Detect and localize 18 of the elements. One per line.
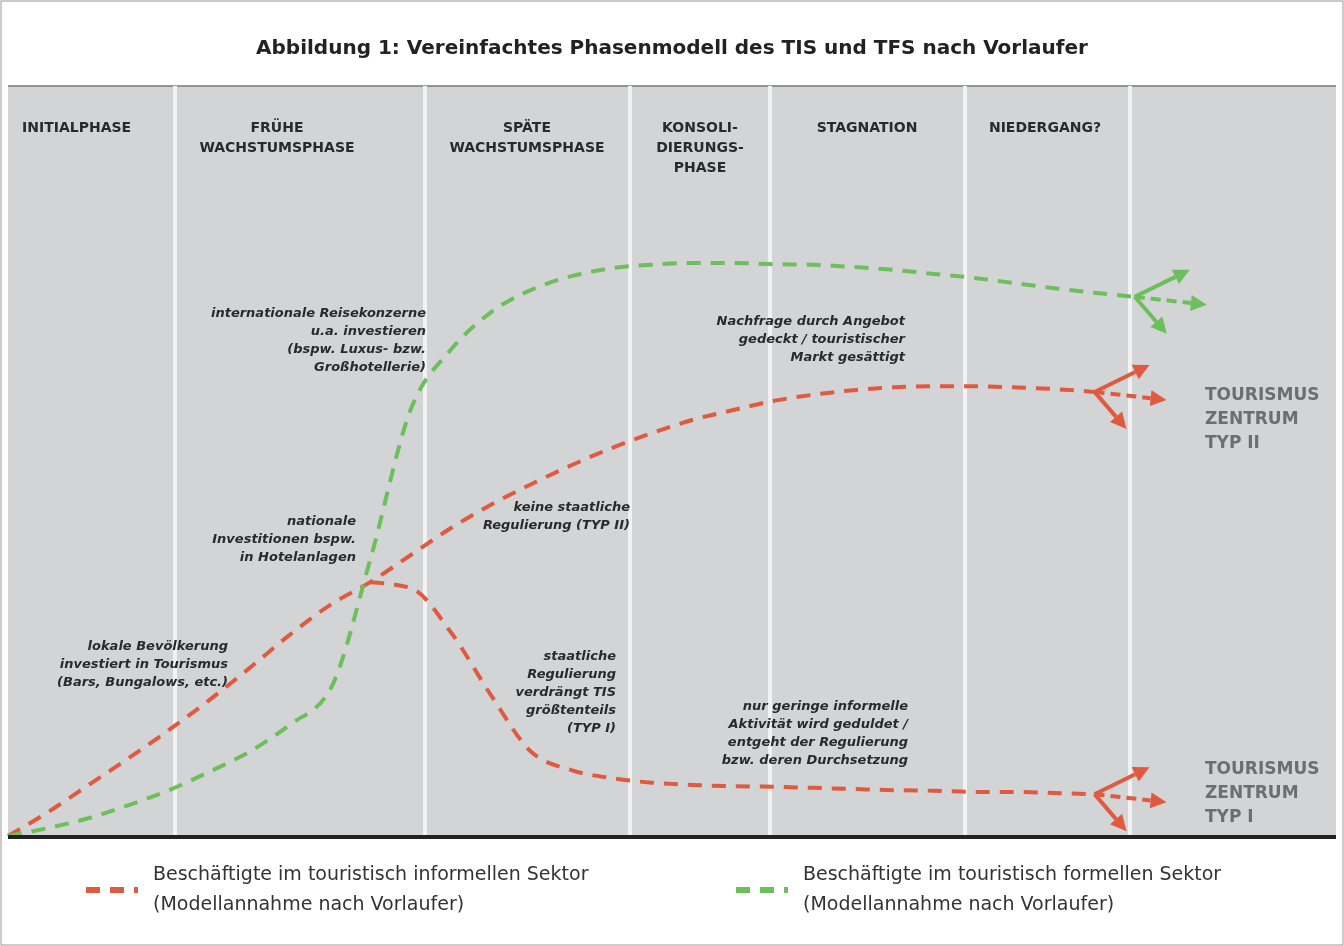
legend-label: Beschäftigte im touristisch informellen Sektor (Modellannahme nach Vorlaufer) (153, 862, 595, 914)
annotation: TOURISMUS ZENTRUM TYP II (1205, 384, 1320, 452)
text: SPÄTE WACHSTUMSPHASE (449, 119, 605, 155)
annotation: internationale Reisekonzerne u.a. investieren (bspw. Luxus- bzw. Großhotellerie) (210, 305, 427, 374)
text: INITIALPHASE (22, 119, 132, 135)
annotation: nationale Investitionen bspw. in Hotelanlagen (212, 513, 357, 564)
chart-title: Abbildung 1: Vereinfachtes Phasenmodell des TIS und TFS nach Vorlaufer (256, 35, 1089, 59)
text: STAGNATION (816, 119, 918, 135)
text: FRÜHE WACHSTUMSPHASE (199, 118, 355, 155)
annotation: keine staatliche Regulierung (TYP II) (482, 499, 631, 532)
text: NIEDERGANG? (988, 119, 1102, 135)
annotation: TOURISMUS ZENTRUM TYP I (1205, 758, 1320, 826)
legend-label: Beschäftigte im touristisch formellen Sektor (Modellannahme nach Vorlaufer) (803, 862, 1228, 914)
text: KONSOLI- DIERUNGS- PHASE (656, 119, 744, 175)
annotation: staatliche Regulierung verdrängt TIS größtenteils (TYP I) (515, 648, 617, 735)
annotation: lokale Bevölkerung investiert in Tourismus (Bars, Bungalows, etc.) (57, 638, 229, 689)
annotation: Nachfrage durch Angebot gedeckt / touristischer Markt gesättigt (716, 313, 907, 364)
annotation: nur geringe informelle Aktivität wird geduldet / entgeht der Regulierung bzw. deren Durchsetzung (721, 698, 910, 767)
